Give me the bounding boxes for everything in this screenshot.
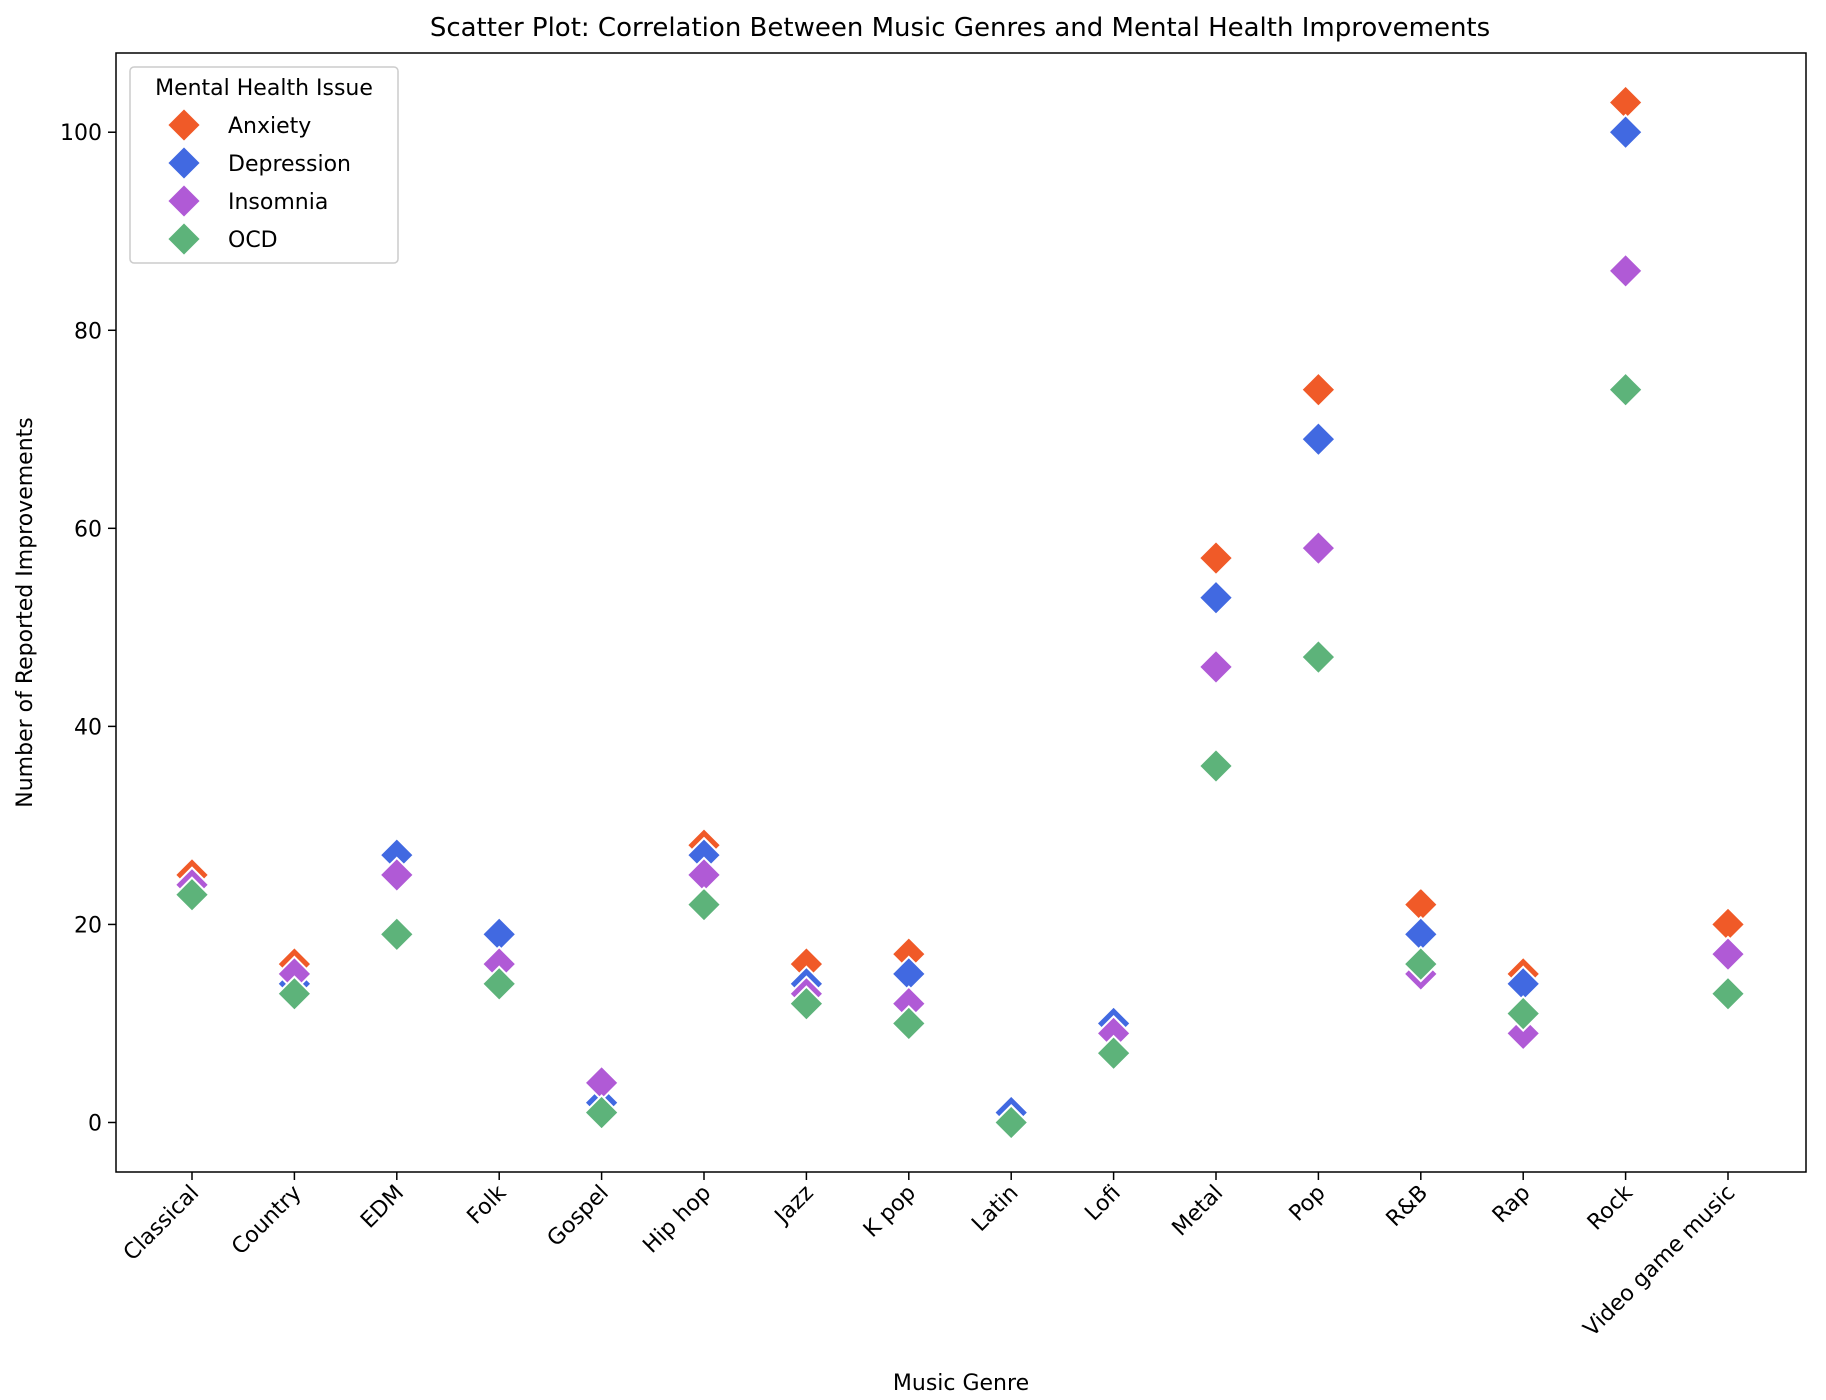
x-tick-label: Hip hop <box>638 1181 716 1259</box>
point-ocd <box>275 975 313 1013</box>
x-tick-label: Country <box>227 1181 306 1260</box>
y-axis-label: Number of Reported Improvements <box>13 417 38 807</box>
x-tick-label: Gospel <box>543 1181 614 1252</box>
y-tick-label: 100 <box>60 121 102 146</box>
chart-title: Scatter Plot: Correlation Between Music … <box>430 13 1490 43</box>
point-ocd <box>890 1005 928 1042</box>
legend-label-insomnia: Insomnia <box>228 190 328 215</box>
x-tick-label: Latin <box>967 1181 1023 1237</box>
point-insomnia <box>1607 252 1645 290</box>
point-ocd <box>992 1104 1030 1141</box>
x-tick-label: Metal <box>1168 1181 1229 1242</box>
point-insomnia <box>1299 529 1337 567</box>
legend-label-depression: Depression <box>228 152 351 177</box>
x-tick-label: Rock <box>1583 1180 1638 1235</box>
point-ocd <box>1607 371 1645 409</box>
x-axis-label: Music Genre <box>893 1371 1029 1396</box>
point-ocd <box>787 985 825 1023</box>
point-ocd <box>583 1094 621 1131</box>
legend-label-anxiety: Anxiety <box>228 114 311 139</box>
x-axis: Classical Country EDM Folk Gospel Hip hop Jazz… <box>119 1172 1740 1342</box>
legend-marker-anxiety <box>165 106 203 144</box>
point-depression <box>1607 113 1645 151</box>
point-ocd <box>1197 747 1235 785</box>
legend-marker-insomnia <box>165 182 203 220</box>
x-tick-label: EDM <box>356 1181 409 1234</box>
point-insomnia <box>1504 1014 1542 1052</box>
legend-marker-depression <box>165 144 203 182</box>
legend: Mental Health Issue Anxiety Depression Ins… <box>129 66 399 264</box>
y-tick-label: 0 <box>88 1111 102 1136</box>
point-ocd <box>378 915 416 953</box>
x-tick-label: Lofi <box>1080 1181 1125 1226</box>
point-ocd <box>1095 1034 1133 1072</box>
point-anxiety <box>1299 371 1337 409</box>
legend-box <box>129 66 399 264</box>
point-ocd <box>1504 995 1542 1032</box>
x-tick-label: R&B <box>1382 1181 1433 1232</box>
data-points <box>173 84 1747 1141</box>
legend-label-ocd: OCD <box>228 228 278 253</box>
point-ocd <box>1709 975 1747 1013</box>
y-tick-label: 40 <box>74 715 102 740</box>
point-ocd <box>1402 945 1440 983</box>
point-insomnia <box>378 856 416 894</box>
point-ocd <box>480 965 518 1003</box>
legend-title: Mental Health Issue <box>155 76 373 101</box>
x-tick-label: Classical <box>119 1181 204 1266</box>
y-tick-label: 20 <box>74 913 102 938</box>
x-tick-label: Jazz <box>769 1181 819 1231</box>
plot-frame <box>115 52 1807 1173</box>
x-tick-label: Folk <box>463 1180 512 1229</box>
point-anxiety <box>1197 539 1235 577</box>
legend-marker-ocd <box>165 220 203 258</box>
y-axis: 0 20 40 60 80 100 <box>60 121 116 1136</box>
point-depression <box>1299 420 1337 458</box>
point-insomnia <box>1197 648 1235 686</box>
legend-items: Anxiety Depression Insomnia OCD <box>165 106 351 258</box>
x-tick-label: K pop <box>859 1181 921 1243</box>
x-tick-label: Pop <box>1285 1181 1331 1227</box>
point-ocd <box>173 876 211 914</box>
point-ocd <box>1299 638 1337 676</box>
point-depression <box>1197 579 1235 617</box>
y-tick-label: 80 <box>74 319 102 344</box>
point-ocd <box>685 886 723 924</box>
y-tick-label: 60 <box>74 517 102 542</box>
point-insomnia <box>1709 935 1747 973</box>
x-tick-label: Rap <box>1488 1181 1536 1229</box>
